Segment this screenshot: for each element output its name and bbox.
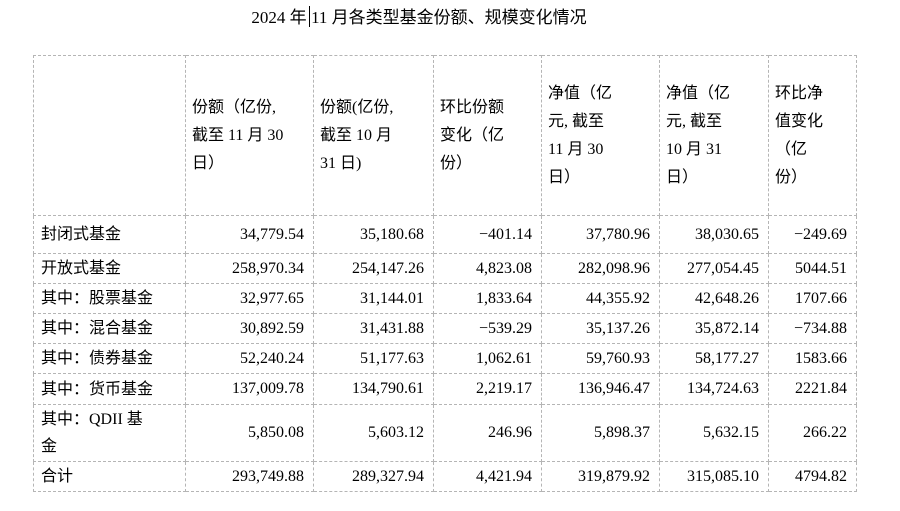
table-cell[interactable]: −249.69: [768, 215, 857, 254]
table-cell[interactable]: 34,779.54: [185, 215, 314, 254]
table-cell[interactable]: 5,603.12: [313, 404, 434, 462]
table-cell[interactable]: 134,724.63: [659, 373, 769, 405]
text-cursor: [308, 6, 311, 27]
table-row-stock-funds: 其中：股票基金 32,977.65 31,144.01 1,833.64 44,…: [33, 283, 857, 314]
header-shares-oct31[interactable]: 份额(亿份, 截至 10 月 31 日): [313, 55, 434, 216]
table-cell[interactable]: 2221.84: [768, 373, 857, 405]
table-cell[interactable]: 1707.66: [768, 283, 857, 314]
row-label[interactable]: 封闭式基金: [33, 215, 186, 254]
table-cell[interactable]: 31,431.88: [313, 313, 434, 344]
table-cell[interactable]: 5044.51: [768, 253, 857, 284]
header-corner-cell[interactable]: [33, 55, 186, 216]
table-row-closed-end-funds: 封闭式基金 34,779.54 35,180.68 −401.14 37,780…: [33, 215, 857, 254]
row-label[interactable]: 其中：股票基金: [33, 283, 186, 314]
row-label[interactable]: 开放式基金: [33, 253, 186, 284]
table-cell[interactable]: 59,760.93: [541, 343, 660, 374]
table-cell[interactable]: 1583.66: [768, 343, 857, 374]
table-cell[interactable]: 134,790.61: [313, 373, 434, 405]
header-nav-nov30[interactable]: 净值（亿 元, 截至 11 月 30 日）: [541, 55, 660, 216]
table-cell[interactable]: 315,085.10: [659, 461, 769, 492]
row-label[interactable]: 合计: [33, 461, 186, 492]
table-cell[interactable]: −401.14: [433, 215, 542, 254]
table-cell[interactable]: 5,898.37: [541, 404, 660, 462]
table-cell[interactable]: 258,970.34: [185, 253, 314, 284]
table-row-total: 合计 293,749.88 289,327.94 4,421.94 319,87…: [33, 461, 857, 492]
table-cell[interactable]: 35,180.68: [313, 215, 434, 254]
table-cell[interactable]: 4,823.08: [433, 253, 542, 284]
table-cell[interactable]: 136,946.47: [541, 373, 660, 405]
table-cell[interactable]: 52,240.24: [185, 343, 314, 374]
table-row-qdii-funds: 其中：QDII 基 金 5,850.08 5,603.12 246.96 5,8…: [33, 404, 857, 462]
table-cell[interactable]: 31,144.01: [313, 283, 434, 314]
table-cell[interactable]: 137,009.78: [185, 373, 314, 405]
table-cell[interactable]: 44,355.92: [541, 283, 660, 314]
table-cell[interactable]: 266.22: [768, 404, 857, 462]
table-cell[interactable]: 246.96: [433, 404, 542, 462]
table-row-bond-funds: 其中：债券基金 52,240.24 51,177.63 1,062.61 59,…: [33, 343, 857, 374]
table-cell[interactable]: 1,062.61: [433, 343, 542, 374]
header-nav-oct31[interactable]: 净值（亿 元, 截至 10 月 31 日）: [659, 55, 769, 216]
table-cell[interactable]: 37,780.96: [541, 215, 660, 254]
table-row-open-end-funds: 开放式基金 258,970.34 254,147.26 4,823.08 282…: [33, 253, 857, 284]
table-cell[interactable]: −734.88: [768, 313, 857, 344]
table-cell[interactable]: 51,177.63: [313, 343, 434, 374]
fund-change-table: 份额（亿份, 截至 11 月 30 日） 份额(亿份, 截至 10 月 31 日…: [33, 55, 857, 492]
row-label[interactable]: 其中：混合基金: [33, 313, 186, 344]
title-text-after-cursor: 11 月各类型基金份额、规模变化情况: [311, 8, 587, 27]
table-cell[interactable]: 35,872.14: [659, 313, 769, 344]
row-label[interactable]: 其中：债券基金: [33, 343, 186, 374]
row-label[interactable]: 其中：QDII 基 金: [33, 404, 186, 462]
table-cell[interactable]: 32,977.65: [185, 283, 314, 314]
table-cell[interactable]: 5,632.15: [659, 404, 769, 462]
header-share-change[interactable]: 环比份额 变化（亿 份）: [433, 55, 542, 216]
table-cell[interactable]: 5,850.08: [185, 404, 314, 462]
table-cell[interactable]: 4,421.94: [433, 461, 542, 492]
table-cell[interactable]: 254,147.26: [313, 253, 434, 284]
header-row: 份额（亿份, 截至 11 月 30 日） 份额(亿份, 截至 10 月 31 日…: [33, 55, 857, 216]
table-cell[interactable]: −539.29: [433, 313, 542, 344]
table-cell[interactable]: 319,879.92: [541, 461, 660, 492]
table-cell[interactable]: 293,749.88: [185, 461, 314, 492]
table-cell[interactable]: 35,137.26: [541, 313, 660, 344]
table-cell[interactable]: 42,648.26: [659, 283, 769, 314]
document-title[interactable]: 2024 年 11 月各类型基金份额、规模变化情况: [0, 6, 838, 30]
table-cell[interactable]: 277,054.45: [659, 253, 769, 284]
table-row-hybrid-funds: 其中：混合基金 30,892.59 31,431.88 −539.29 35,1…: [33, 313, 857, 344]
table-row-money-market-funds: 其中：货币基金 137,009.78 134,790.61 2,219.17 1…: [33, 373, 857, 405]
title-text-before-cursor: 2024 年: [251, 8, 307, 27]
table-cell[interactable]: 2,219.17: [433, 373, 542, 405]
table-cell[interactable]: 282,098.96: [541, 253, 660, 284]
table-cell[interactable]: 38,030.65: [659, 215, 769, 254]
row-label[interactable]: 其中：货币基金: [33, 373, 186, 405]
table-cell[interactable]: 58,177.27: [659, 343, 769, 374]
table-cell[interactable]: 30,892.59: [185, 313, 314, 344]
header-shares-nov30[interactable]: 份额（亿份, 截至 11 月 30 日）: [185, 55, 314, 216]
table-cell[interactable]: 1,833.64: [433, 283, 542, 314]
table-cell[interactable]: 4794.82: [768, 461, 857, 492]
table-cell[interactable]: 289,327.94: [313, 461, 434, 492]
header-nav-change[interactable]: 环比净 值变化 （亿 份）: [768, 55, 857, 216]
